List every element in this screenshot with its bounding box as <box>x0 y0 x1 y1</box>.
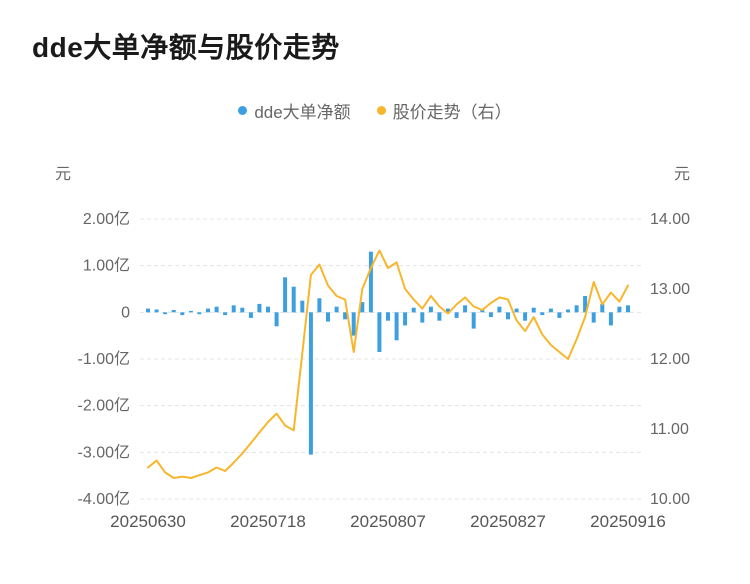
dde-net-bar <box>326 312 330 322</box>
dde-net-bar <box>171 310 176 313</box>
dde-net-bar <box>368 251 373 313</box>
stock-price-line <box>147 249 629 479</box>
right-axis-tick-label: 12.00 <box>650 351 690 368</box>
legend-item-price[interactable]: 股价走势（右） <box>376 98 512 123</box>
legend-dot-blue-icon <box>238 106 248 115</box>
dde-net-bar <box>163 312 168 315</box>
right-axis-tick-label: 13.00 <box>650 281 690 298</box>
dde-net-bar <box>420 312 425 323</box>
dde-net-bar <box>240 307 245 313</box>
dde-net-bar <box>334 306 339 313</box>
dde-net-bar <box>274 312 279 327</box>
dde-net-bar <box>266 306 270 313</box>
dde-net-bar <box>471 312 476 329</box>
dde-net-bar <box>291 286 296 313</box>
legend-label-dde: dde大单净额 <box>254 103 351 122</box>
dde-net-bar <box>411 307 416 313</box>
right-axis-tick-label: 14.00 <box>650 211 690 228</box>
dde-net-bar <box>548 308 553 313</box>
dde-net-bar <box>386 312 390 321</box>
left-axis-tick-label: 2.00亿 <box>83 210 130 228</box>
left-axis-tick-label: 0 <box>121 304 130 321</box>
dde-net-bar <box>403 312 408 326</box>
dde-net-bar <box>300 300 305 313</box>
dde-net-bar <box>583 296 588 313</box>
dde-net-bar <box>540 312 545 316</box>
dde-net-bar <box>308 312 313 455</box>
left-axis-tick-label: -1.00亿 <box>78 350 130 368</box>
left-axis-tick-label: -4.00亿 <box>78 490 130 508</box>
dde-net-bar <box>343 312 348 320</box>
dde-net-bar <box>488 312 493 317</box>
x-axis-tick-label: 20250630 <box>110 512 186 531</box>
dde-net-bar <box>497 306 502 313</box>
x-axis-tick-label: 20250827 <box>470 512 546 531</box>
left-axis-tick-label: -3.00亿 <box>78 443 130 461</box>
page-title: dde大单净额与股价走势 <box>32 32 340 63</box>
legend-item-dde[interactable]: dde大单净额 <box>238 98 351 123</box>
dde-net-bar <box>428 306 433 313</box>
legend: dde大单净额 股价走势（右） <box>0 98 750 123</box>
dde-net-bar <box>360 302 365 313</box>
left-axis-tick-label: 1.00亿 <box>83 257 130 275</box>
dde-net-bar <box>154 309 159 313</box>
dde-net-bar <box>206 308 210 313</box>
dde-net-bar <box>626 305 630 313</box>
dde-net-bar <box>248 312 253 318</box>
dde-net-bar <box>146 308 150 313</box>
dde-net-bar <box>557 312 562 318</box>
right-axis-tick-label: 10.00 <box>650 491 690 508</box>
dde-net-bar <box>600 303 605 313</box>
dde-net-bar <box>523 312 528 321</box>
dde-net-bar <box>566 309 570 313</box>
dde-net-bar <box>351 312 356 336</box>
dde-net-bar <box>574 305 579 313</box>
dde-net-bar <box>394 312 399 341</box>
dde-net-bar <box>591 312 596 323</box>
right-axis-unit: 元 <box>674 166 690 183</box>
dde-net-bar <box>231 305 236 313</box>
dde-net-bar <box>317 298 322 313</box>
x-axis-tick-label: 20250916 <box>590 512 666 531</box>
dde-net-bar <box>506 312 510 320</box>
chart-canvas: 元 元 2.00亿 1.00亿 0 -1.00亿 -2.00亿 -3.00亿 -4.00亿 14.… <box>55 166 690 531</box>
dde-net-bar <box>454 312 459 318</box>
dde-net-bar <box>223 312 228 316</box>
legend-label-price: 股价走势（右） <box>392 103 512 122</box>
dde-net-bar <box>257 303 262 313</box>
x-axis-tick-label: 20250807 <box>350 512 426 531</box>
dde-net-bar <box>197 312 202 315</box>
dde-net-bar <box>188 310 193 313</box>
left-axis-unit: 元 <box>55 166 71 183</box>
left-axis-tick-label: -2.00亿 <box>78 397 130 415</box>
chart-widget: dde大单净额与股价走势 dde大单净额 股价走势（右） 元 元 2.00亿 1.00… <box>0 26 750 584</box>
right-axis-tick-label: 11.00 <box>650 421 689 438</box>
dde-net-bar <box>446 308 450 313</box>
dde-net-bar <box>514 308 519 313</box>
x-axis-tick-label: 20250718 <box>230 512 306 531</box>
dde-net-bar <box>214 306 219 313</box>
dde-net-bar <box>608 312 613 326</box>
dde-net-bar <box>180 312 185 316</box>
dde-net-bar <box>463 305 468 313</box>
dde-net-bar <box>437 312 442 321</box>
dde-net-bar <box>531 307 536 313</box>
legend-dot-yellow-icon <box>376 106 386 115</box>
dde-net-bar <box>377 312 382 352</box>
dde-net-bar <box>283 277 288 313</box>
dde-net-bar <box>617 306 622 313</box>
